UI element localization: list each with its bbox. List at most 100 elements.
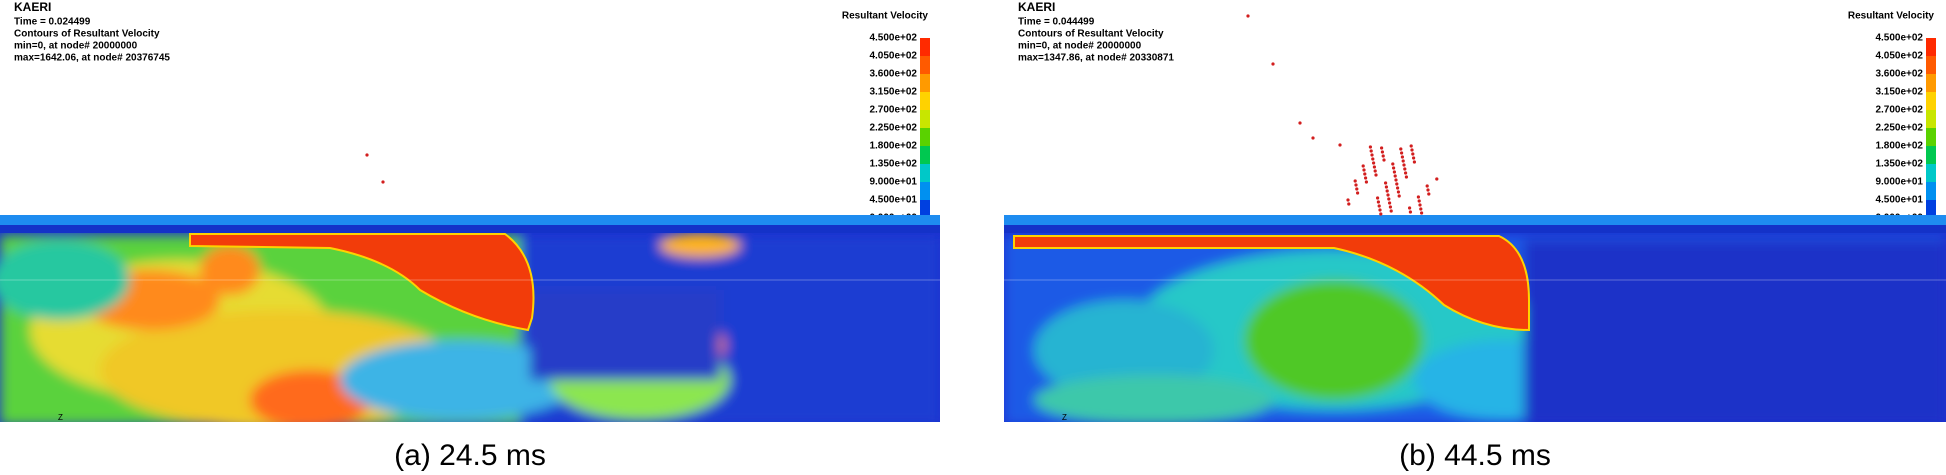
legend-label: 4.500e+02 — [1875, 33, 1923, 44]
colorbar-segment — [1926, 74, 1936, 92]
contour-region — [250, 370, 370, 422]
colorbar-segment — [1926, 146, 1936, 164]
droplet — [1364, 176, 1368, 180]
droplet — [1389, 209, 1393, 213]
droplet — [1388, 201, 1392, 205]
droplet — [1363, 172, 1367, 176]
droplet — [1425, 184, 1429, 188]
colorbar-segment — [1926, 200, 1936, 218]
droplet — [1401, 159, 1405, 163]
droplet — [1399, 147, 1403, 151]
droplet — [1426, 188, 1430, 192]
surface-band — [0, 225, 940, 233]
droplet — [1418, 203, 1422, 207]
droplet — [1378, 208, 1382, 212]
droplet — [1404, 175, 1408, 179]
droplet — [1408, 206, 1412, 210]
droplet — [1380, 150, 1384, 154]
droplet — [1373, 169, 1377, 173]
legend-label: 4.500e+01 — [869, 195, 917, 206]
droplet — [1379, 212, 1383, 216]
caption: (a) 24.5 ms — [394, 439, 546, 472]
caption: (b) 44.5 ms — [1399, 439, 1551, 472]
colorbar-segment — [920, 128, 930, 146]
droplet — [1404, 171, 1408, 175]
droplet — [1376, 196, 1380, 200]
droplet — [1384, 181, 1388, 185]
droplet — [1372, 161, 1376, 165]
droplet — [1298, 121, 1302, 125]
legend-label: 1.350e+02 — [1875, 159, 1923, 170]
legend-label: 3.600e+02 — [869, 69, 917, 80]
droplet — [1376, 200, 1380, 204]
legend-label: 2.700e+02 — [869, 105, 917, 116]
contour-region — [1034, 300, 1214, 400]
droplet — [1409, 144, 1413, 148]
brand: KAERI — [1018, 0, 1055, 14]
contour-region — [0, 240, 130, 320]
simulation-view — [1004, 215, 1946, 422]
legend-label: 4.050e+02 — [869, 51, 917, 62]
droplet — [1380, 146, 1384, 150]
legend-title: Resultant Velocity — [1848, 11, 1935, 22]
colorbar-segment — [920, 182, 930, 200]
high-velocity-region — [189, 233, 535, 332]
colorbar-segment — [1926, 110, 1936, 128]
droplet — [1400, 151, 1404, 155]
droplet — [1392, 166, 1396, 170]
droplet — [1386, 193, 1390, 197]
surface-band — [1004, 215, 1946, 225]
header-line: min=0, at node# 20000000 — [1018, 41, 1142, 52]
droplet — [1394, 178, 1398, 182]
high-velocity-region — [1013, 235, 1530, 332]
contour-region — [530, 290, 720, 380]
legend-label: 1.350e+02 — [869, 159, 917, 170]
droplet — [1346, 198, 1350, 202]
colorbar-segment — [920, 200, 930, 218]
droplet — [1377, 204, 1381, 208]
droplet — [1419, 207, 1423, 211]
droplet — [1371, 157, 1375, 161]
colorbar-segment — [1926, 164, 1936, 182]
droplet — [1396, 190, 1400, 194]
header-line: Time = 0.044499 — [1018, 17, 1095, 28]
legend-label: 2.250e+02 — [1875, 123, 1923, 134]
legend-label: 9.000e+01 — [869, 177, 917, 188]
header-line: min=0, at node# 20000000 — [14, 41, 138, 52]
droplet — [1416, 195, 1420, 199]
droplet — [1364, 180, 1368, 184]
droplet — [1369, 149, 1373, 153]
colorbar-segment — [920, 56, 930, 74]
droplet — [1387, 197, 1391, 201]
contour-region — [660, 233, 740, 257]
brand: KAERI — [14, 0, 51, 14]
legend-label: 2.700e+02 — [1875, 105, 1923, 116]
droplet — [1412, 160, 1416, 164]
droplet — [1347, 202, 1351, 206]
colorbar-segment — [1926, 128, 1936, 146]
droplet — [1412, 156, 1416, 160]
legend-label: 3.150e+02 — [1875, 87, 1923, 98]
droplet — [1361, 164, 1365, 168]
droplet — [1384, 185, 1388, 189]
droplet — [1400, 155, 1404, 159]
colorbar-segment — [1926, 56, 1936, 74]
droplet — [1435, 177, 1439, 181]
axis-label: Z — [1062, 413, 1067, 422]
droplet — [365, 153, 369, 157]
droplet — [1417, 199, 1421, 203]
legend-label: 4.050e+02 — [1875, 51, 1923, 62]
legend-label: 3.600e+02 — [1875, 69, 1923, 80]
header-line: Time = 0.024499 — [14, 17, 91, 28]
droplet — [1397, 194, 1401, 198]
colorbar-segment — [920, 164, 930, 182]
droplet — [1362, 168, 1366, 172]
droplet — [1392, 170, 1396, 174]
droplet — [1271, 62, 1275, 66]
contour-region — [1034, 375, 1274, 422]
droplet — [1391, 162, 1395, 166]
surface-band — [0, 215, 940, 225]
